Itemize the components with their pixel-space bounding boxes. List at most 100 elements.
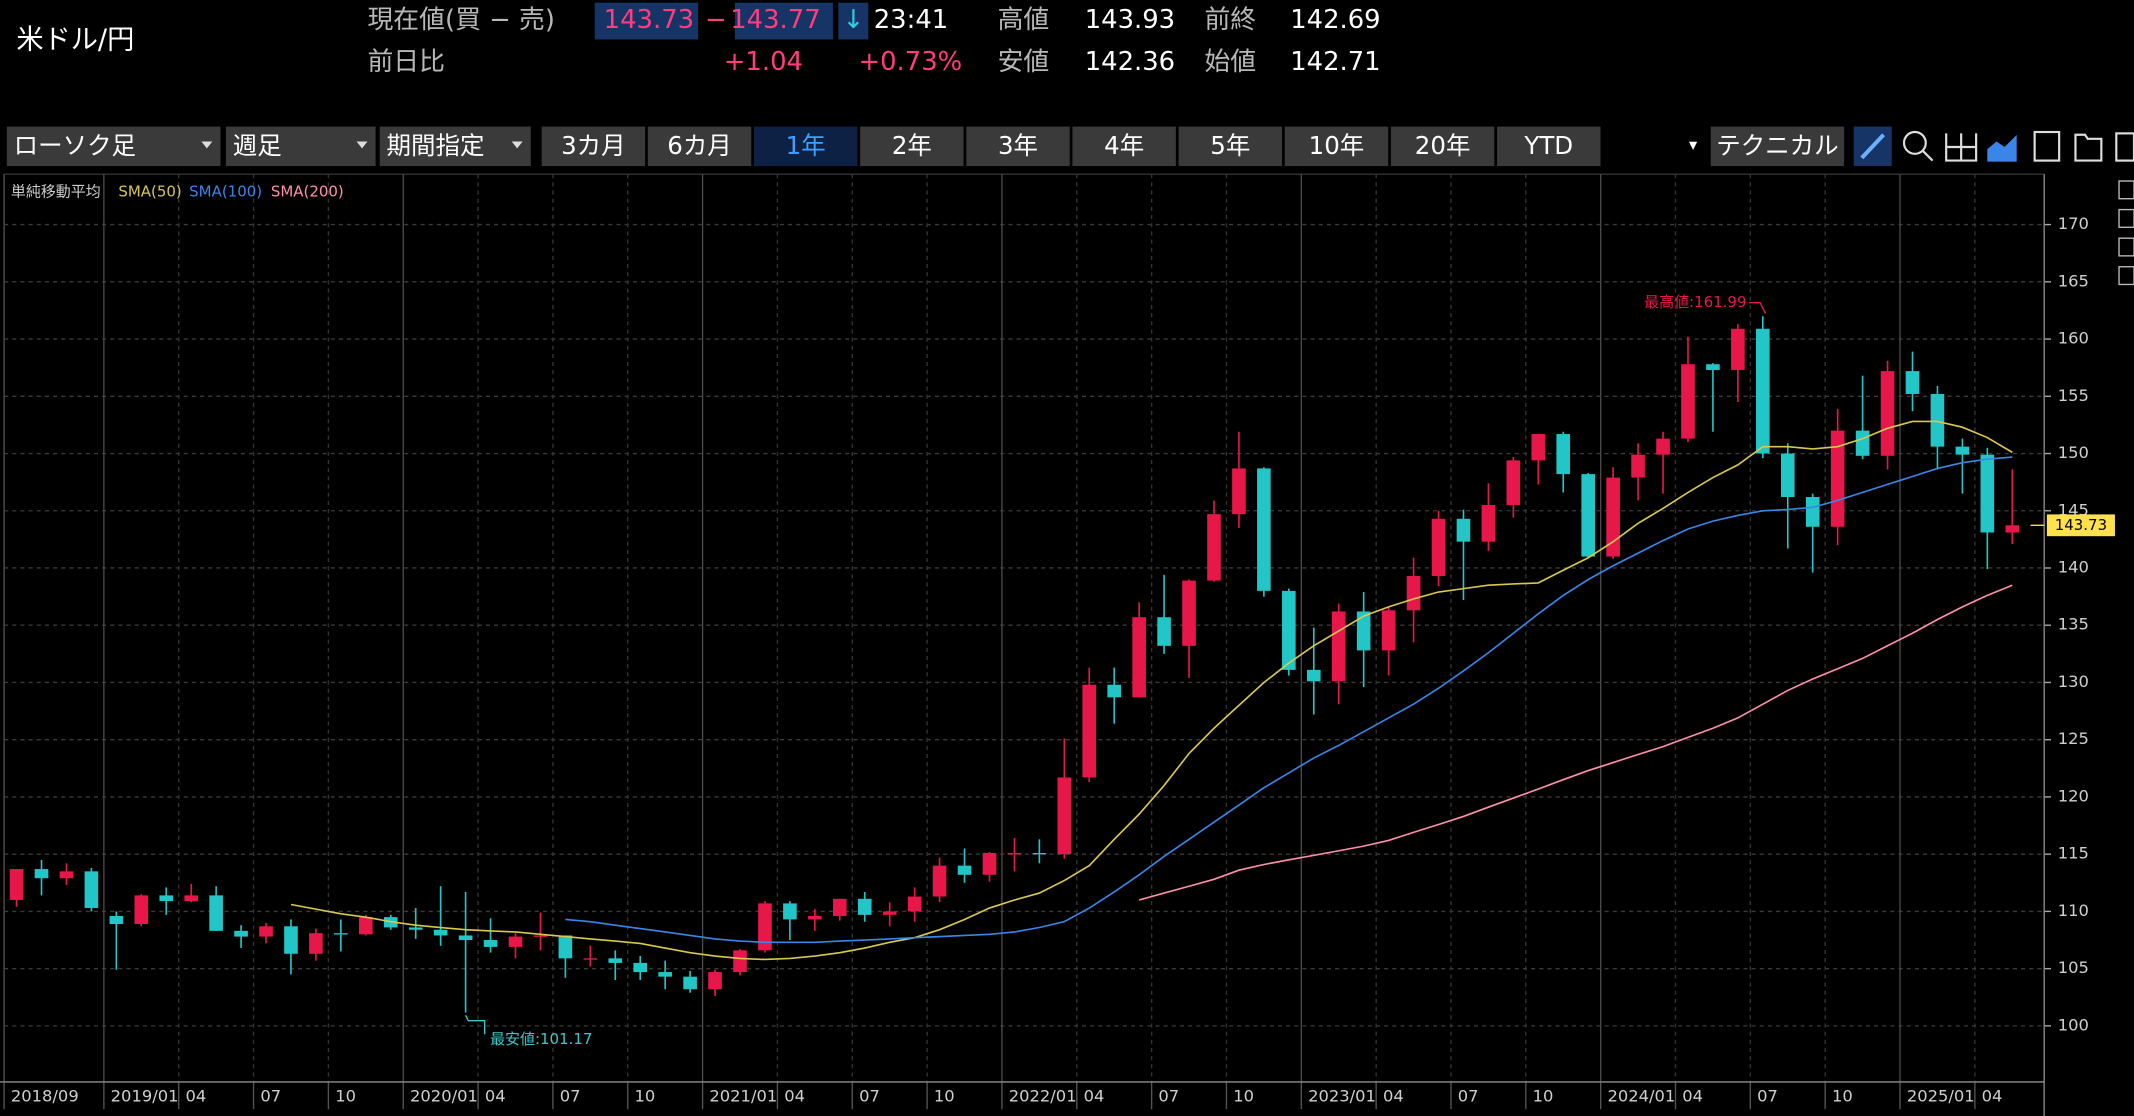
candle-body: [433, 929, 448, 936]
candle-body: [1756, 328, 1770, 454]
candle-body: [1232, 468, 1246, 515]
bid-box: [594, 2, 699, 40]
candle-body: [59, 871, 74, 879]
period-button[interactable]: [1390, 126, 1495, 167]
zoom-icon[interactable]: [1902, 130, 1927, 155]
out-icon[interactable]: [1945, 133, 1978, 162]
annotation-leader: [464, 1014, 486, 1035]
candle-body: [1282, 590, 1296, 670]
area-icon[interactable]: [1987, 134, 2017, 162]
candle-body: [134, 895, 149, 925]
period-button[interactable]: [966, 126, 1070, 167]
legend-entry: SMA(100): [189, 182, 262, 200]
x-tick-label: 2022/01: [1009, 1086, 1077, 1105]
candle-body: [1980, 454, 1995, 533]
candle-body: [1556, 434, 1571, 475]
period-button[interactable]: [647, 126, 752, 167]
stat-value: 142.69: [1290, 5, 1380, 35]
candle-body: [932, 865, 947, 897]
x-tick-label: 04: [1982, 1086, 2003, 1105]
candle-body: [1132, 617, 1146, 698]
period-button[interactable]: [1284, 126, 1389, 167]
candle-body: [608, 958, 623, 963]
last-price-tag: [2046, 514, 2115, 537]
candle-body: [284, 926, 298, 954]
candle-body: [1880, 371, 1895, 456]
candle-body: [708, 972, 722, 990]
candle-body: [758, 903, 772, 951]
side-button[interactable]: [2118, 266, 2134, 286]
candle-body: [1207, 514, 1221, 581]
dropdown[interactable]: [6, 126, 221, 167]
candle-body: [1830, 430, 1845, 527]
side-button[interactable]: [2118, 208, 2134, 228]
y-tick-label: 165: [2058, 271, 2089, 290]
y-tick-label: 140: [2058, 557, 2089, 576]
folder-icon[interactable]: [2074, 133, 2103, 162]
candle-body: [483, 940, 498, 947]
x-tick-label: 07: [1757, 1086, 1778, 1105]
stat-label: 始値: [1204, 47, 1256, 77]
ask-price: 143.77: [730, 5, 820, 35]
x-tick-label: 10: [1533, 1086, 1554, 1105]
candle-body: [334, 933, 348, 935]
candle-body: [1706, 364, 1720, 370]
candle-body: [159, 895, 174, 902]
period-button[interactable]: [1072, 126, 1176, 167]
annotation-leader: [1749, 301, 1767, 314]
side-button[interactable]: [2118, 180, 2134, 200]
candle-body: [1805, 497, 1820, 527]
x-tick-label: 07: [1458, 1086, 1479, 1105]
period-button[interactable]: [1497, 126, 1601, 167]
candle-body: [957, 865, 972, 875]
toolbar: ローソク足 週足 期間指定 3カ月 6カ月 1年 2年 3年 4年 5年 10年 20年 YTD: [6, 126, 1601, 167]
x-tick-label: 07: [560, 1086, 581, 1105]
x-tick-label: 10: [635, 1086, 656, 1105]
side-button[interactable]: [2118, 237, 2134, 257]
candle-body: [1780, 453, 1795, 498]
candle-body: [1506, 460, 1521, 506]
technical-button[interactable]: [1710, 126, 1845, 167]
time: 23:41: [874, 5, 948, 35]
period-button[interactable]: [753, 126, 858, 167]
tool-icons: [1853, 126, 2134, 167]
more-icon[interactable]: [2115, 132, 2134, 162]
y-tick-label: 155: [2058, 386, 2089, 405]
candle-body: [882, 911, 897, 915]
candle-body: [458, 935, 473, 941]
save-icon[interactable]: [2033, 130, 2061, 162]
y-tick-label: 115: [2058, 844, 2089, 863]
candle-body: [309, 933, 323, 954]
period-button[interactable]: [1178, 126, 1283, 167]
candle-body: [982, 853, 997, 875]
sma-line: [565, 456, 2013, 944]
candle-body: [1356, 611, 1371, 651]
period-button[interactable]: [541, 126, 646, 167]
annotation: 最高値:161.99: [1644, 293, 1746, 311]
period-label: YTD: [1523, 131, 1573, 160]
direction-arrow: ↓: [842, 5, 864, 35]
stat-value: 142.71: [1290, 47, 1380, 77]
price-label: 現在値(買 − 売): [367, 5, 554, 35]
period-button[interactable]: [860, 126, 964, 167]
candle-body: [2005, 525, 2020, 533]
dropdown[interactable]: [225, 126, 376, 167]
candle-body: [1057, 777, 1072, 855]
candle-body: [1107, 684, 1122, 698]
x-tick-label: 2020/01: [410, 1086, 478, 1105]
candle-body: [1406, 576, 1421, 611]
dropdown-arrow[interactable]: ▾: [1689, 135, 1698, 154]
candle-body: [1082, 684, 1097, 778]
dropdown[interactable]: [379, 126, 531, 167]
candle-body: [832, 898, 847, 916]
stat-value: 142.36: [1085, 47, 1175, 77]
ask-box: [734, 2, 833, 40]
candle-body: [109, 915, 124, 925]
period-label: 10年: [1309, 131, 1365, 160]
candle-body: [359, 917, 373, 935]
period-label: 4年: [1104, 131, 1144, 160]
candle-body: [234, 930, 248, 937]
candle-body: [808, 915, 822, 920]
y-tick-label: 135: [2058, 615, 2089, 634]
x-tick-label: 2023/01: [1308, 1086, 1376, 1105]
